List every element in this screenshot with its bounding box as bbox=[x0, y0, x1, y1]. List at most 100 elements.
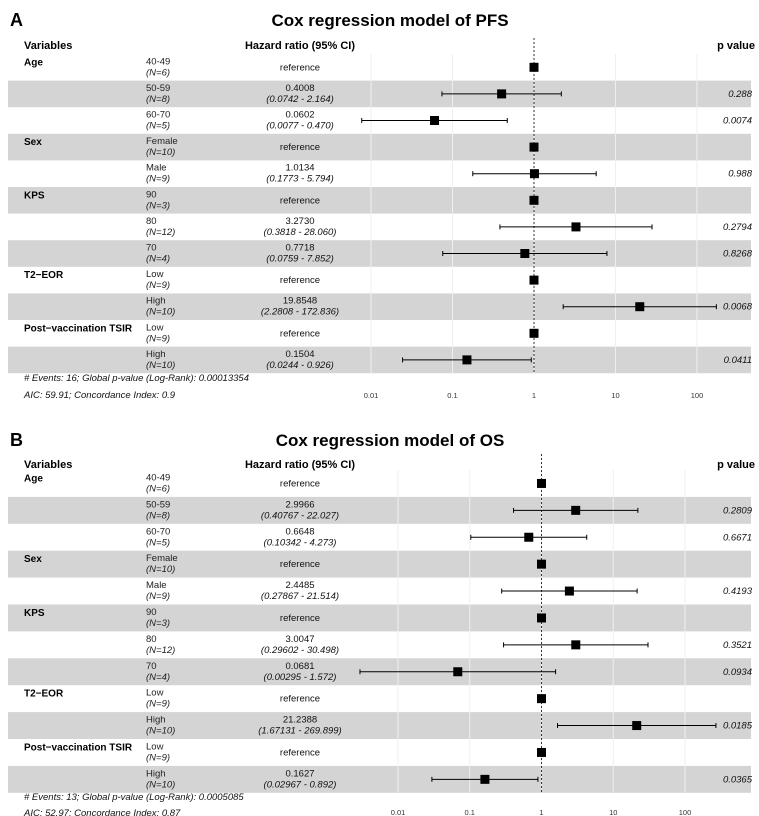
n-label: (N=4) bbox=[146, 672, 170, 683]
chart-title: Cox regression model of OS bbox=[276, 431, 505, 450]
level-label: Low bbox=[146, 741, 164, 752]
n-label: (N=5) bbox=[146, 121, 170, 132]
ci-value: (0.1773 - 5.794) bbox=[266, 174, 334, 185]
variable-label: Post−vaccination TSIR bbox=[24, 323, 133, 334]
x-tick-label: 10 bbox=[609, 808, 617, 816]
hr-point bbox=[537, 747, 546, 757]
forest-row: High(N=10) 0.1504(0.0244 - 0.926) 0.0411 bbox=[146, 349, 752, 371]
variable-label: Age bbox=[24, 473, 43, 484]
p-value: 0.8268 bbox=[723, 249, 753, 260]
forest-row: Post−vaccination TSIR Low(N=9) reference bbox=[24, 741, 546, 763]
level-label: 70 bbox=[146, 243, 157, 254]
hr-point bbox=[537, 478, 546, 488]
forest-row: 60-70(N=5) 0.0602(0.0077 - 0.470) 0.0074 bbox=[146, 110, 752, 132]
n-label: (N=4) bbox=[146, 254, 170, 265]
forest-row: Post−vaccination TSIR Low(N=9) reference bbox=[24, 322, 539, 344]
level-label: 50-59 bbox=[146, 499, 170, 510]
hr-value: 2.4485 bbox=[285, 580, 314, 591]
hr-point bbox=[462, 355, 472, 365]
n-label: (N=10) bbox=[146, 726, 175, 737]
n-label: (N=10) bbox=[146, 564, 175, 575]
p-value: 0.3521 bbox=[723, 640, 752, 651]
p-value: 0.2794 bbox=[723, 222, 752, 233]
level-label: Low bbox=[146, 688, 164, 699]
header-hazard-ratio: Hazard ratio (95% CI) bbox=[245, 459, 355, 471]
n-label: (N=5) bbox=[146, 537, 170, 548]
p-value: 0.2809 bbox=[723, 505, 753, 516]
hr-point bbox=[635, 302, 645, 312]
hr-value: 21.2388 bbox=[283, 715, 317, 726]
ci-value: (0.3818 - 28.060) bbox=[264, 227, 337, 238]
forest-row: 60-70(N=5) 0.6648(0.10342 - 4.273) 0.6671 bbox=[146, 526, 752, 548]
forest-row: 80(N=12) 3.0047(0.29602 - 30.498) 0.3521 bbox=[146, 634, 752, 656]
footnote: # Events: 13; Global p-value (Log-Rank):… bbox=[24, 792, 244, 803]
reference-text: reference bbox=[280, 195, 320, 206]
header-p-value: p value bbox=[717, 40, 755, 52]
forest-row: 70(N=4) 0.0681(0.00295 - 1.572) 0.0934 bbox=[146, 661, 752, 683]
footnote: AIC: 52.97; Concordance Index: 0.87 bbox=[23, 808, 181, 816]
panel-label: B bbox=[10, 430, 23, 450]
row-shade bbox=[8, 133, 751, 161]
hr-point bbox=[537, 613, 546, 623]
level-label: Male bbox=[146, 163, 167, 174]
level-label: Female bbox=[146, 553, 178, 564]
forest-row: Sex Female(N=10) reference bbox=[24, 553, 546, 575]
hr-point bbox=[537, 559, 546, 569]
row-shade bbox=[8, 80, 751, 108]
p-value: 0.0934 bbox=[723, 667, 752, 678]
hr-value: 0.4008 bbox=[285, 83, 314, 94]
hr-point bbox=[632, 721, 642, 731]
hr-value: 19.8548 bbox=[283, 296, 317, 307]
level-label: 60-70 bbox=[146, 526, 170, 537]
chart-title: Cox regression model of PFS bbox=[271, 11, 508, 30]
level-label: 40-49 bbox=[146, 56, 170, 67]
level-label: 90 bbox=[146, 607, 157, 618]
n-label: (N=12) bbox=[146, 227, 175, 238]
n-label: (N=12) bbox=[146, 645, 175, 656]
footnote: # Events: 16; Global p-value (Log-Rank):… bbox=[24, 373, 249, 384]
level-label: Male bbox=[146, 580, 167, 591]
level-label: Low bbox=[146, 322, 164, 333]
p-value: 0.4193 bbox=[723, 586, 753, 597]
hr-value: 1.0134 bbox=[285, 163, 314, 174]
p-value: 0.0365 bbox=[723, 774, 753, 785]
n-label: (N=9) bbox=[146, 752, 170, 763]
p-value: 0.988 bbox=[728, 169, 752, 180]
forest-row: KPS 90(N=3) reference bbox=[24, 189, 539, 211]
level-label: Female bbox=[146, 136, 178, 147]
level-label: 50-59 bbox=[146, 83, 170, 94]
ci-value: (0.0077 - 0.470) bbox=[266, 121, 334, 132]
variable-label: Sex bbox=[24, 137, 42, 148]
x-tick-label: 100 bbox=[679, 808, 692, 816]
hr-value: 0.0681 bbox=[285, 661, 314, 672]
p-value: 0.0074 bbox=[723, 116, 752, 127]
hr-point bbox=[497, 89, 507, 99]
p-value: 0.0411 bbox=[724, 355, 752, 366]
hr-point bbox=[571, 640, 581, 650]
level-label: Low bbox=[146, 269, 164, 280]
hr-point bbox=[453, 667, 463, 677]
p-value: 0.6671 bbox=[723, 532, 752, 543]
row-shade bbox=[8, 240, 751, 267]
forest-row: 50-59(N=8) 2.9966(0.40767 - 22.027) 0.2809 bbox=[146, 499, 753, 521]
forest-row: Male(N=9) 2.4485(0.27867 - 21.514) 0.4193 bbox=[146, 580, 753, 602]
level-label: High bbox=[146, 715, 166, 726]
forest-row: 50-59(N=8) 0.4008(0.0742 - 2.164) 0.288 bbox=[146, 83, 753, 105]
reference-text: reference bbox=[280, 328, 320, 339]
hr-point bbox=[529, 328, 539, 338]
level-label: High bbox=[146, 349, 166, 360]
x-tick-label: 1 bbox=[539, 808, 543, 816]
reference-text: reference bbox=[280, 62, 320, 73]
reference-text: reference bbox=[280, 275, 320, 286]
x-tick-label: 0.1 bbox=[447, 391, 457, 400]
header-p-value: p value bbox=[717, 459, 755, 471]
n-label: (N=3) bbox=[146, 200, 170, 211]
hr-point bbox=[571, 222, 581, 232]
level-label: 40-49 bbox=[146, 472, 170, 483]
variable-label: KPS bbox=[24, 608, 45, 619]
forest-row: Age 40-49(N=6) reference bbox=[24, 472, 546, 494]
hr-point bbox=[529, 62, 539, 72]
x-tick-label: 1 bbox=[532, 391, 536, 400]
forest-panel-B: B Cox regression model of OS Variables Haza… bbox=[8, 430, 755, 816]
